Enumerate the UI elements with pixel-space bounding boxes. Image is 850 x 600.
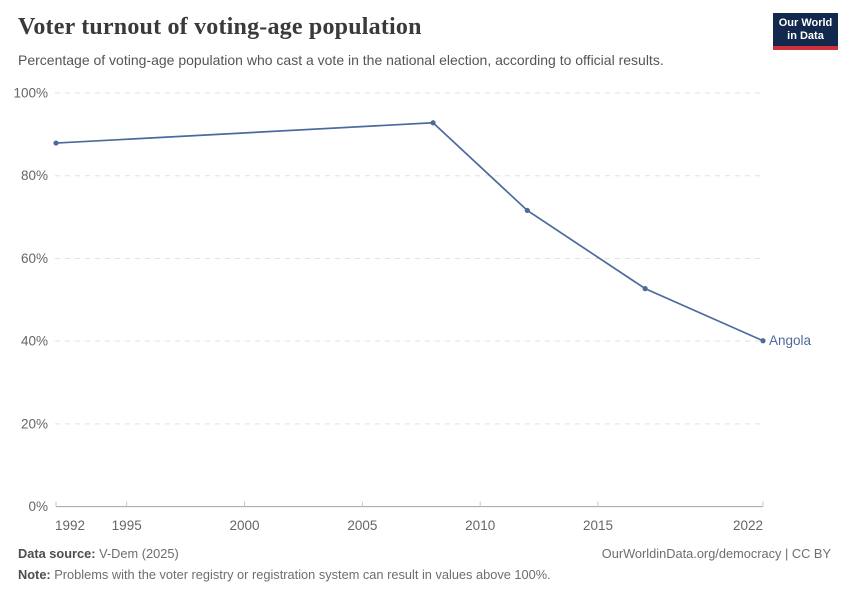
y-axis-label: 20%: [21, 416, 48, 431]
x-axis-label: 2022: [733, 518, 763, 533]
data-point[interactable]: [642, 286, 648, 292]
data-source-label: Data source:: [18, 546, 96, 561]
data-source: Data source: V-Dem (2025): [18, 546, 179, 562]
chart-footer: Data source: V-Dem (2025) OurWorldinData…: [18, 546, 831, 583]
chart-subtitle: Percentage of voting-age population who …: [18, 52, 664, 68]
x-axis-label: 2005: [347, 518, 377, 533]
owid-logo[interactable]: Our World in Data: [773, 13, 838, 50]
note-label: Note:: [18, 567, 51, 582]
x-axis-label: 2010: [465, 518, 495, 533]
logo-line-2: in Data: [787, 29, 824, 42]
attribution-link[interactable]: OurWorldinData.org/democracy | CC BY: [601, 546, 831, 561]
data-point[interactable]: [430, 120, 436, 126]
y-axis-label: 40%: [21, 334, 48, 349]
data-source-value: V-Dem (2025): [95, 546, 179, 561]
x-axis-label: 1992: [55, 518, 85, 533]
entity-label[interactable]: Angola: [769, 333, 812, 348]
logo-line-1: Our World: [778, 16, 833, 29]
x-axis-label: 1995: [112, 518, 142, 533]
y-axis-label: 0%: [28, 499, 48, 514]
data-line[interactable]: [55, 121, 764, 342]
data-point[interactable]: [524, 207, 530, 214]
note-value: Problems with the voter registry or regi…: [50, 567, 551, 582]
y-axis-label: 80%: [21, 168, 48, 183]
data-point[interactable]: [760, 338, 766, 344]
x-axis-label: 2015: [583, 518, 613, 533]
y-axis-label: 100%: [13, 86, 48, 101]
y-axis-label: 60%: [21, 251, 48, 266]
chart-note: Note: Problems with the voter registry o…: [18, 567, 831, 583]
data-point[interactable]: [53, 140, 59, 146]
page-title: Voter turnout of voting-age population: [18, 14, 422, 40]
x-axis-label: 2000: [230, 518, 260, 533]
